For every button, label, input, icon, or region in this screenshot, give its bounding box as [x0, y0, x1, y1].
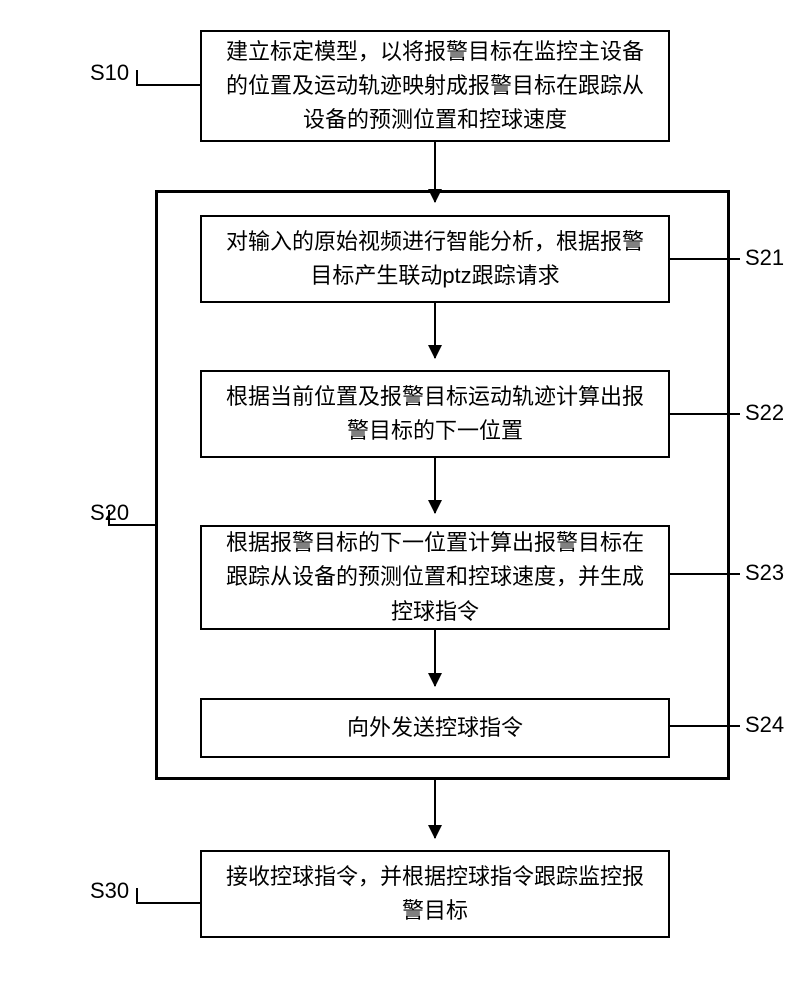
label-s22: S22	[745, 400, 784, 426]
label-s23: S23	[745, 560, 784, 586]
connector-s24	[670, 725, 740, 727]
label-s10: S10	[90, 60, 129, 86]
step-s30-text: 接收控球指令，并根据控球指令跟踪监控报警目标	[216, 860, 654, 928]
step-s10-text: 建立标定模型，以将报警目标在监控主设备的位置及运动轨迹映射成报警目标在跟踪从设备…	[216, 35, 654, 137]
step-s23-box: 根据报警目标的下一位置计算出报警目标在跟踪从设备的预测位置和控球速度，并生成控球…	[200, 525, 670, 630]
connector-s30	[136, 888, 200, 904]
step-s23-text: 根据报警目标的下一位置计算出报警目标在跟踪从设备的预测位置和控球速度，并生成控球…	[216, 526, 654, 628]
arrow-s23-to-s24	[434, 630, 436, 686]
connector-s21	[670, 258, 740, 260]
arrow-s24-to-s30	[434, 780, 436, 838]
step-s24-box: 向外发送控球指令	[200, 698, 670, 758]
label-s24: S24	[745, 712, 784, 738]
connector-s20	[108, 510, 155, 526]
step-s21-text: 对输入的原始视频进行智能分析，根据报警目标产生联动ptz跟踪请求	[216, 225, 654, 293]
step-s30-box: 接收控球指令，并根据控球指令跟踪监控报警目标	[200, 850, 670, 938]
label-s30: S30	[90, 878, 129, 904]
step-s21-box: 对输入的原始视频进行智能分析，根据报警目标产生联动ptz跟踪请求	[200, 215, 670, 303]
arrow-s22-to-s23	[434, 458, 436, 513]
step-s22-text: 根据当前位置及报警目标运动轨迹计算出报警目标的下一位置	[216, 380, 654, 448]
step-s22-box: 根据当前位置及报警目标运动轨迹计算出报警目标的下一位置	[200, 370, 670, 458]
step-s10-box: 建立标定模型，以将报警目标在监控主设备的位置及运动轨迹映射成报警目标在跟踪从设备…	[200, 30, 670, 142]
arrow-s10-to-s21	[434, 142, 436, 202]
connector-s22	[670, 413, 740, 415]
label-s21: S21	[745, 245, 784, 271]
connector-s23	[670, 573, 740, 575]
connector-s10	[136, 70, 200, 86]
arrow-s21-to-s22	[434, 303, 436, 358]
step-s24-text: 向外发送控球指令	[347, 711, 523, 745]
